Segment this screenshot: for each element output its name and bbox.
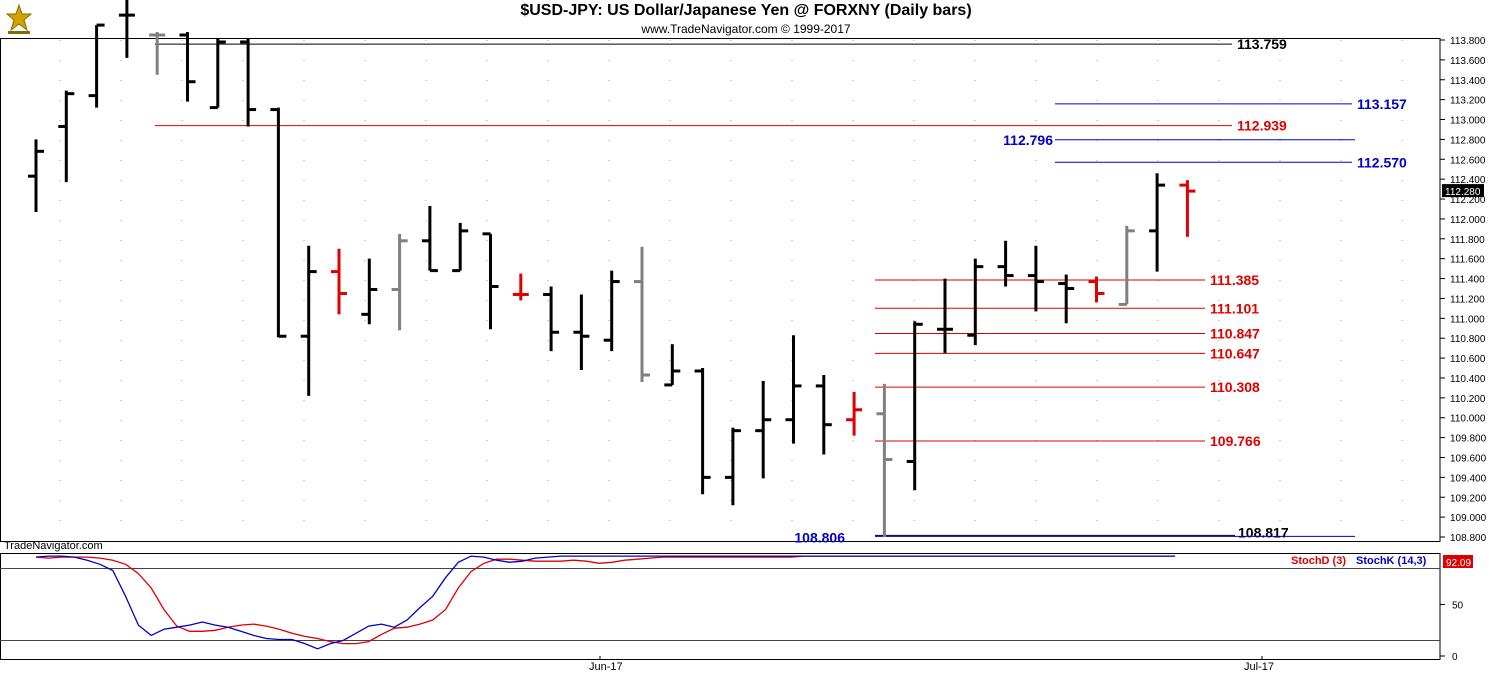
ohlc-bar xyxy=(421,205,438,273)
ohlc-bar xyxy=(603,270,620,352)
ohlc-bar xyxy=(270,107,287,338)
level-label: 113.157 xyxy=(1357,96,1407,112)
ohlc-bar xyxy=(1058,274,1075,324)
ohlc-bar xyxy=(876,383,893,538)
y-tick-label: 111.000 xyxy=(1450,314,1485,325)
ohlc-bar xyxy=(906,321,923,491)
ohlc-bar xyxy=(967,258,984,346)
last-stoch-box xyxy=(1443,555,1473,568)
trade-navigator-logo-icon xyxy=(2,2,36,36)
y-tick-label: 113.000 xyxy=(1450,116,1486,127)
ohlc-bar xyxy=(452,222,469,273)
ohlc-bar xyxy=(724,427,741,506)
ohlc-bar xyxy=(634,246,650,382)
ohlc-bar xyxy=(179,32,196,102)
level-label: 110.847 xyxy=(1210,326,1260,342)
ohlc-bar xyxy=(28,139,44,212)
x-tick-label-jun: Jun-17 xyxy=(589,661,623,673)
last-stoch-label: 92.09 xyxy=(1446,558,1471,569)
ohlc-bar xyxy=(361,258,378,325)
level-label: 109.766 xyxy=(1210,433,1261,449)
ohlc-bar xyxy=(543,286,560,352)
y-tick-label: 113.600 xyxy=(1450,56,1486,67)
y-tick-label: 110.000 xyxy=(1450,414,1486,425)
y-tick-label: 111.600 xyxy=(1450,255,1485,266)
ohlc-bar xyxy=(1179,180,1196,237)
y-tick-label: 110.600 xyxy=(1450,354,1486,365)
y-tick-label: 112.200 xyxy=(1450,195,1486,206)
y-tick-label: 109.600 xyxy=(1450,453,1487,464)
level-label: 110.308 xyxy=(1210,379,1260,395)
chart-title: $USD-JPY: US Dollar/Japanese Yen @ FORXN… xyxy=(520,2,972,19)
ohlc-bar xyxy=(149,32,166,75)
level-label: 112.570 xyxy=(1357,154,1407,170)
ohlc-bar xyxy=(209,38,226,110)
ohlc-bar xyxy=(815,374,832,455)
y-tick-label: 108.800 xyxy=(1450,533,1487,544)
ohlc-bar xyxy=(58,90,75,183)
ohlc-bar xyxy=(1088,276,1105,303)
y-tick-label: 112.400 xyxy=(1450,175,1486,186)
legend-stochk: StochK (14,3) xyxy=(1356,555,1427,567)
watermark-text: TradeNavigator.com xyxy=(4,540,103,552)
y-tick-label: 109.200 xyxy=(1450,493,1487,504)
y-tick-label: 109.800 xyxy=(1450,434,1487,445)
level-label: 111.385 xyxy=(1210,272,1259,288)
ohlc-bar xyxy=(331,248,347,315)
y-tick-label: 110.800 xyxy=(1450,334,1486,345)
legend-stochd: StochD (3) xyxy=(1291,555,1346,567)
last-price-label: 112.280 xyxy=(1445,187,1481,198)
ohlc-bar xyxy=(512,273,529,301)
ohlc-bar xyxy=(88,23,105,108)
ohlc-bar xyxy=(1149,173,1166,272)
y-tick-label: 111.800 xyxy=(1450,235,1485,246)
stoch-tick-label: 0 xyxy=(1452,652,1458,663)
price-panel-frame xyxy=(0,38,1441,542)
ohlc-bar xyxy=(300,245,317,396)
y-tick-label: 112.800 xyxy=(1450,135,1486,146)
y-tick-label: 109.000 xyxy=(1450,513,1487,524)
level-label: 112.939 xyxy=(1237,118,1287,134)
last-price-box xyxy=(1442,184,1484,198)
y-tick-label: 111.400 xyxy=(1450,275,1485,286)
y-tick-label: 111.200 xyxy=(1450,294,1485,305)
ohlc-bar xyxy=(391,233,408,331)
stoch-panel-frame xyxy=(0,553,1441,660)
ohlc-bar xyxy=(694,368,711,495)
ohlc-bar xyxy=(118,0,135,58)
y-tick-label: 109.400 xyxy=(1450,473,1487,484)
level-label: 108.806 xyxy=(794,529,845,545)
ohlc-bar xyxy=(1027,245,1044,312)
ohlc-bar xyxy=(482,232,499,330)
ohlc-bar xyxy=(664,344,681,387)
y-tick-label: 113.200 xyxy=(1450,96,1486,107)
ohlc-bar xyxy=(1118,225,1135,306)
y-tick-label: 112.600 xyxy=(1450,155,1486,166)
level-label: 108.817 xyxy=(1238,524,1289,540)
y-tick-label: 113.400 xyxy=(1450,76,1486,87)
y-tick-label: 110.400 xyxy=(1450,374,1486,385)
ohlc-bar xyxy=(997,240,1014,287)
ohlc-bar xyxy=(937,278,953,354)
stoch-series-line xyxy=(35,555,1175,650)
ohlc-bar xyxy=(573,294,590,371)
level-label: 112.796 xyxy=(1003,132,1053,148)
level-label: 111.101 xyxy=(1210,300,1259,316)
x-tick-label-jul: Jul-17 xyxy=(1244,661,1274,673)
stoch-series-line xyxy=(35,555,1175,645)
ohlc-bar xyxy=(785,335,802,444)
ohlc-bar xyxy=(755,380,772,479)
ohlc-bar xyxy=(846,391,863,436)
level-label: 113.759 xyxy=(1237,36,1287,52)
y-tick-label: 113.800 xyxy=(1450,36,1486,47)
ohlc-bar xyxy=(240,38,257,127)
y-tick-label: 112.000 xyxy=(1450,215,1486,226)
chart-subtitle: www.TradeNavigator.com © 1999-2017 xyxy=(641,22,851,36)
y-tick-label: 110.200 xyxy=(1450,394,1486,405)
stoch-tick-label: 50 xyxy=(1452,601,1464,612)
level-label: 110.647 xyxy=(1210,345,1260,361)
